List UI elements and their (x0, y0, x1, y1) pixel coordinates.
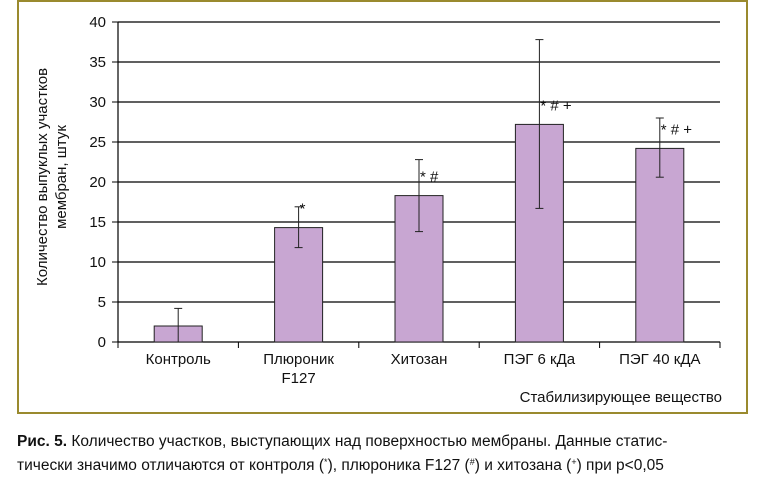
x-tick-label: ПЭГ 6 кДа (504, 351, 576, 368)
x-tick-label: Хитозан (391, 351, 448, 368)
y-tick-label: 25 (89, 134, 106, 151)
caption-plus-mark: + (571, 457, 577, 467)
figure-caption: Рис. 5. Количество участков, выступающих… (17, 431, 752, 476)
x-axis-label: Стабилизирующее вещество (520, 389, 722, 406)
caption-text-2b: ), плюроника F127 ( (327, 457, 470, 474)
caption-text-2d: ) при p<0,05 (576, 457, 664, 474)
significance-marks: * (300, 201, 306, 218)
caption-hash-mark: # (469, 457, 475, 467)
x-tick-label: Плюроник (263, 351, 334, 368)
caption-line-2: тически значимо отличаются от контроля (… (17, 452, 752, 476)
caption-star-mark: * (324, 457, 328, 467)
y-tick-label: 0 (98, 334, 106, 351)
x-tick-label: F127 (281, 370, 315, 387)
significance-marks: * # + (540, 97, 572, 114)
y-tick-label: 15 (89, 214, 106, 231)
caption-line-1: Рис. 5. Количество участков, выступающих… (17, 431, 752, 452)
y-tick-label: 40 (89, 14, 106, 31)
caption-text-1: Количество участков, выступающих над пов… (67, 433, 668, 450)
significance-marks: * # (420, 169, 439, 186)
significance-marks: * # + (661, 121, 693, 138)
y-axis-label: Количество выпуклых участков (34, 68, 51, 286)
y-tick-label: 20 (89, 174, 106, 191)
caption-label: Рис. 5. (17, 433, 68, 450)
y-tick-label: 30 (89, 94, 106, 111)
y-tick-label: 10 (89, 254, 106, 271)
bar-chart: 0 5 10 15 20 25 30 35 40 Контроль * Плюроник F127 * #… (34, 14, 722, 406)
y-axis-label: мембран, штук (53, 125, 70, 229)
y-tick-label: 5 (98, 294, 106, 311)
x-tick-label: ПЭГ 40 кДА (619, 351, 700, 368)
y-tick-label: 35 (89, 54, 106, 71)
x-tick-label: Контроль (146, 351, 211, 368)
caption-text-2c: ) и хитозана ( (474, 457, 572, 474)
caption-text-2a: тически значимо отличаются от контроля ( (17, 457, 325, 474)
chart-frame (17, 0, 748, 414)
